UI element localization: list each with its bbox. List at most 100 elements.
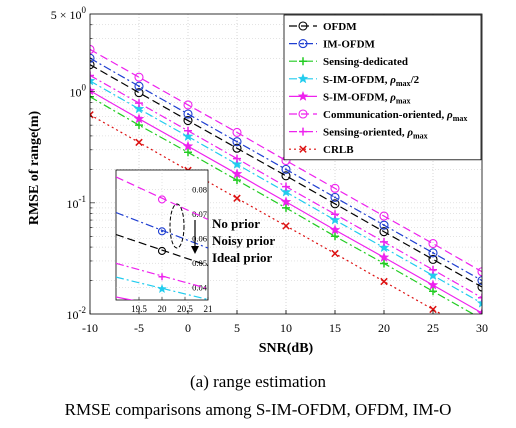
marker-plus	[135, 99, 143, 108]
legend-label: CRLB	[323, 144, 354, 156]
marker-circle	[281, 171, 291, 181]
legend-label: Sensing-dedicated	[323, 56, 408, 68]
marker-dot	[138, 85, 140, 88]
marker-x	[331, 249, 339, 258]
x-tick-label: -10	[82, 321, 98, 335]
series-1	[90, 53, 482, 286]
marker-plus	[429, 287, 437, 296]
marker-plus	[331, 232, 339, 241]
marker-star	[90, 85, 96, 96]
series-line	[90, 48, 482, 273]
inset-series-layer	[116, 176, 208, 300]
marker-plus	[184, 148, 192, 157]
y-tick-label: 10-1	[67, 194, 87, 211]
marker-circle	[477, 282, 482, 292]
marker-dot	[383, 224, 385, 227]
inset-y-tick-label: 0.08	[192, 185, 207, 195]
inset-annotation-label: No prior	[212, 216, 260, 231]
marker-circle	[379, 227, 389, 237]
marker-circle	[90, 44, 95, 54]
marker-star	[427, 269, 439, 281]
marker-star	[231, 158, 243, 169]
legend-label: Sensing-oriented, ρmax	[323, 127, 428, 141]
series-2	[90, 92, 475, 314]
marker-plus	[331, 210, 339, 219]
x-tick-label: 10	[280, 321, 292, 335]
marker-star	[329, 214, 341, 225]
marker-star	[182, 140, 194, 151]
legend-label: OFDM	[323, 21, 357, 33]
y-tick-label: 5 × 100	[51, 5, 87, 22]
marker-plus	[478, 293, 482, 302]
marker-star	[427, 279, 439, 290]
marker-star	[231, 168, 243, 179]
inset-y-tick-label: 0.07	[192, 209, 207, 219]
marker-dot	[161, 230, 163, 233]
inset-x-tick-label: 20.5	[177, 304, 193, 314]
marker-plus	[299, 127, 307, 136]
x-tick-label: 15	[329, 321, 341, 335]
series-4	[90, 85, 482, 314]
marker-circle	[134, 81, 144, 91]
marker-circle	[477, 267, 482, 277]
marker-circle	[428, 254, 438, 264]
marker-dot	[285, 168, 287, 171]
marker-circle	[157, 246, 167, 255]
inset-y-tick-label: 0.04	[192, 283, 208, 293]
x-tick-label: 0	[185, 321, 191, 335]
marker-plus	[233, 154, 241, 163]
marker-circle	[232, 127, 242, 137]
marker-x	[380, 277, 388, 286]
marker-circle	[379, 211, 389, 221]
marker-circle	[330, 199, 340, 209]
marker-x	[90, 111, 94, 119]
marker-dot	[432, 251, 434, 254]
legend-label: IM-OFDM	[323, 39, 376, 51]
x-axis-label: SNR(dB)	[259, 341, 314, 356]
series-line	[90, 64, 482, 288]
marker-star	[378, 251, 390, 262]
marker-star	[280, 186, 292, 197]
marker-circle	[428, 248, 438, 258]
annotation-ellipse	[169, 203, 185, 249]
marker-star	[297, 73, 309, 84]
marker-dot	[334, 196, 336, 199]
marker-circle	[477, 275, 482, 286]
marker-plus	[282, 182, 290, 191]
marker-star	[280, 196, 292, 207]
marker-dot	[187, 112, 189, 115]
x-tick-label: -5	[134, 321, 144, 335]
figure-caption: RMSE comparisons among S-IM-OFDM, OFDM, …	[64, 400, 452, 419]
marker-circle	[157, 227, 167, 236]
marker-plus	[135, 121, 143, 130]
marker-star	[133, 103, 145, 114]
legend-label: S-IM-OFDM, ρmax/2	[323, 74, 420, 88]
marker-dot	[236, 140, 238, 143]
legend: OFDM IM-OFDM Sensing-dedicated S-IM-OFDM, ρ…	[283, 14, 482, 161]
marker-plus	[184, 126, 192, 135]
marker-x	[429, 305, 437, 314]
marker-circle	[281, 164, 291, 174]
marker-plus	[282, 203, 290, 212]
subfigure-caption: (a) range estimation	[190, 372, 326, 391]
marker-circle	[232, 137, 242, 147]
marker-plus	[90, 71, 94, 80]
marker-x	[233, 194, 241, 202]
inset-series-line-5	[116, 176, 208, 221]
inset-x-tick-label: 21	[204, 304, 213, 314]
marker-circle	[298, 109, 308, 119]
marker-star	[378, 242, 390, 253]
inset-x-tick-label: 19.5	[131, 304, 147, 314]
y-tick-label: 100	[70, 83, 87, 100]
legend-box	[283, 14, 482, 161]
marker-x	[299, 145, 307, 153]
inset-annotation-label: Noisy prior	[212, 233, 275, 248]
marker-circle	[183, 100, 193, 110]
marker-plus	[90, 92, 94, 101]
marker-circle	[298, 21, 308, 31]
marker-circle	[90, 53, 95, 63]
marker-circle	[232, 143, 242, 153]
marker-star	[476, 307, 482, 314]
marker-star	[476, 297, 482, 308]
